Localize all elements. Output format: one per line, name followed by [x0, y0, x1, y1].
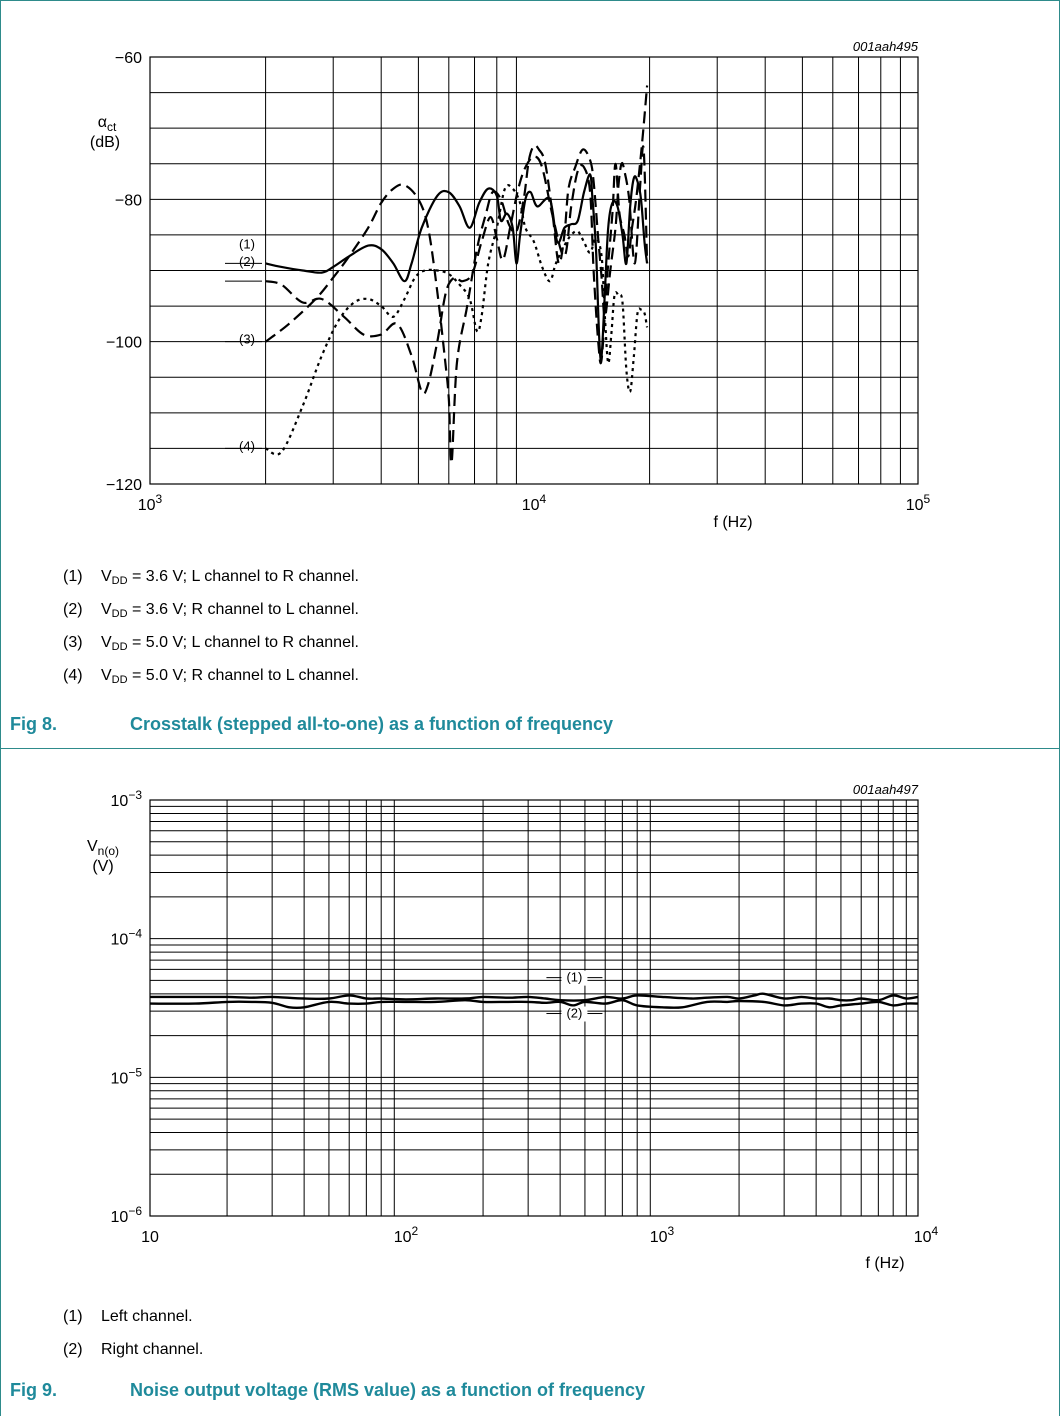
figure-9-caption: Fig 9. Noise output voltage (RMS value) …: [10, 1380, 645, 1401]
y-tick-label: −100: [106, 335, 142, 352]
note-number: (1): [63, 1308, 83, 1325]
grid: [150, 57, 918, 484]
series-label-3: (3): [239, 332, 255, 347]
x-tick-label: 104: [522, 492, 547, 514]
series-label-2: (2): [566, 1006, 582, 1021]
figure-9-number: Fig 9.: [10, 1380, 58, 1400]
note-item: (1) Left channel.: [63, 1308, 203, 1341]
series-label-2: (2): [239, 254, 255, 269]
series-line-1: [150, 992, 919, 1002]
figure-code: 001aah495: [853, 39, 919, 54]
series-label-bg-1: [561, 970, 588, 986]
y-axis-symbol: αct: [98, 114, 117, 134]
figure-8-notes: (1) VDD = 3.6 V; L channel to R channel.(…: [63, 568, 359, 700]
note-text: VDD = 5.0 V; R channel to L channel.: [101, 667, 359, 686]
y-tick-label: 10−6: [111, 1204, 143, 1226]
y-tick-label: −60: [115, 50, 142, 67]
note-subscript: DD: [111, 608, 128, 620]
figure-8-caption: Fig 8. Crosstalk (stepped all-to-one) as…: [10, 714, 613, 735]
y-axis-symbol: Vn(o): [87, 838, 119, 858]
figure-8-title: Crosstalk (stepped all-to-one) as a func…: [130, 714, 614, 734]
x-tick-label: 10: [141, 1229, 159, 1246]
figure-code: 001aah497: [853, 782, 919, 797]
note-symbol: V: [101, 568, 112, 585]
series-label-1: (1): [566, 970, 582, 985]
note-symbol: V: [101, 601, 112, 618]
x-tick-label: 102: [394, 1224, 419, 1246]
note-text: Left channel.: [101, 1308, 193, 1325]
x-tick-label: 103: [138, 492, 163, 514]
y-axis-unit: (V): [92, 858, 113, 875]
x-tick-label: 105: [906, 492, 931, 514]
note-subscript: DD: [111, 641, 128, 653]
x-axis-label: f (Hz): [713, 514, 752, 531]
series-line-3: [264, 144, 649, 464]
note-description: = 5.0 V; L channel to R channel.: [127, 634, 359, 651]
note-item: (1) VDD = 3.6 V; L channel to R channel.: [63, 568, 359, 601]
x-tick-label: 103: [650, 1224, 675, 1246]
y-tick-label: −120: [106, 477, 142, 494]
figure-8-frame: [0, 0, 1060, 749]
series-label-bg-2: [561, 1006, 588, 1022]
note-symbol: V: [101, 667, 112, 684]
note-text: VDD = 3.6 V; R channel to L channel.: [101, 601, 359, 620]
note-subscript: DD: [111, 674, 128, 686]
y-tick-label: −80: [115, 192, 142, 209]
figure-8-number: Fig 8.: [10, 714, 58, 734]
crosstalk-chart: −120 −100 −80 −60 103 104 105 αct(dB) f (Hz) 001a…: [90, 39, 931, 531]
series-line-2: [265, 85, 649, 395]
note-description: = 3.6 V; R channel to L channel.: [127, 601, 359, 618]
grid: [150, 800, 918, 1216]
plot-border: [149, 799, 919, 1217]
note-description: = 5.0 V; R channel to L channel.: [127, 667, 359, 684]
y-axis-unit: (dB): [90, 134, 120, 151]
note-number: (2): [63, 601, 83, 618]
x-tick-label: 104: [914, 1224, 939, 1246]
note-item: (2) VDD = 3.6 V; R channel to L channel.: [63, 601, 359, 634]
x-axis-label: f (Hz): [865, 1255, 904, 1272]
figure-9-title: Noise output voltage (RMS value) as a fu…: [130, 1380, 646, 1400]
note-text: VDD = 3.6 V; L channel to R channel.: [101, 568, 359, 587]
note-description: = 3.6 V; L channel to R channel.: [127, 568, 359, 585]
figure-9-frame: [0, 748, 1060, 1416]
noise-chart: 10−6 10−5 10−4 10−3 10 102 103 104 Vn(o)(V) f (Hz…: [87, 782, 939, 1272]
note-subscript: DD: [111, 575, 128, 587]
note-text: VDD = 5.0 V; L channel to R channel.: [101, 634, 359, 653]
y-tick-label: 10−3: [111, 788, 143, 810]
note-number: (1): [63, 568, 83, 585]
note-number: (4): [63, 667, 83, 684]
plot-border: [149, 56, 919, 485]
series-label-1: (1): [239, 236, 255, 251]
note-text: Right channel.: [101, 1341, 204, 1358]
note-item: (4) VDD = 5.0 V; R channel to L channel.: [63, 667, 359, 700]
series-line-2: [149, 998, 919, 1010]
series-line-4: [265, 184, 649, 456]
figure-9-notes: (1) Left channel. (2) Right channel.: [63, 1308, 203, 1374]
series-label-4: (4): [239, 438, 255, 453]
note-number: (2): [63, 1341, 83, 1358]
y-tick-label: 10−4: [111, 927, 143, 949]
note-item: (3) VDD = 5.0 V; L channel to R channel.: [63, 634, 359, 667]
note-symbol: V: [101, 634, 112, 651]
y-tick-label: 10−5: [111, 1065, 143, 1087]
note-number: (3): [63, 634, 83, 651]
note-item: (2) Right channel.: [63, 1341, 203, 1374]
